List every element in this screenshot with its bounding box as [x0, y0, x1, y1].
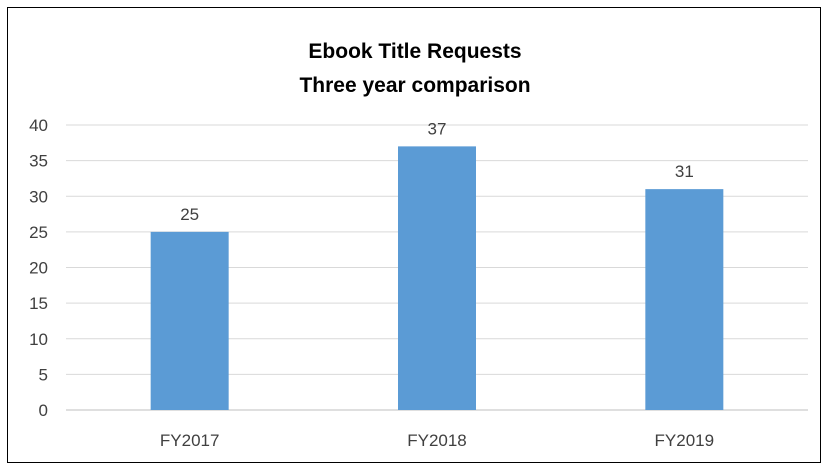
chart-title: Ebook Title Requests	[308, 40, 522, 63]
x-tick-label: FY2019	[655, 431, 715, 450]
y-tick-label: 0	[39, 401, 48, 420]
y-tick-label: 15	[29, 294, 48, 313]
y-tick-label: 30	[29, 187, 48, 206]
y-tick-label: 35	[29, 152, 48, 171]
x-tick-label: FY2017	[160, 431, 220, 450]
chart-subtitle: Three year comparison	[299, 74, 531, 97]
data-label: 31	[675, 162, 694, 181]
bar-fy2017	[150, 231, 229, 410]
y-tick-label: 40	[29, 116, 48, 135]
bar-fy2018	[398, 146, 476, 410]
bar-fy2019	[645, 189, 724, 410]
data-label: 37	[428, 119, 447, 138]
y-tick-label: 5	[39, 365, 48, 384]
y-tick-label: 20	[29, 259, 48, 278]
data-label: 25	[180, 205, 199, 224]
y-tick-label: 25	[29, 223, 48, 242]
x-tick-label: FY2018	[407, 431, 467, 450]
y-tick-label: 10	[29, 330, 48, 349]
